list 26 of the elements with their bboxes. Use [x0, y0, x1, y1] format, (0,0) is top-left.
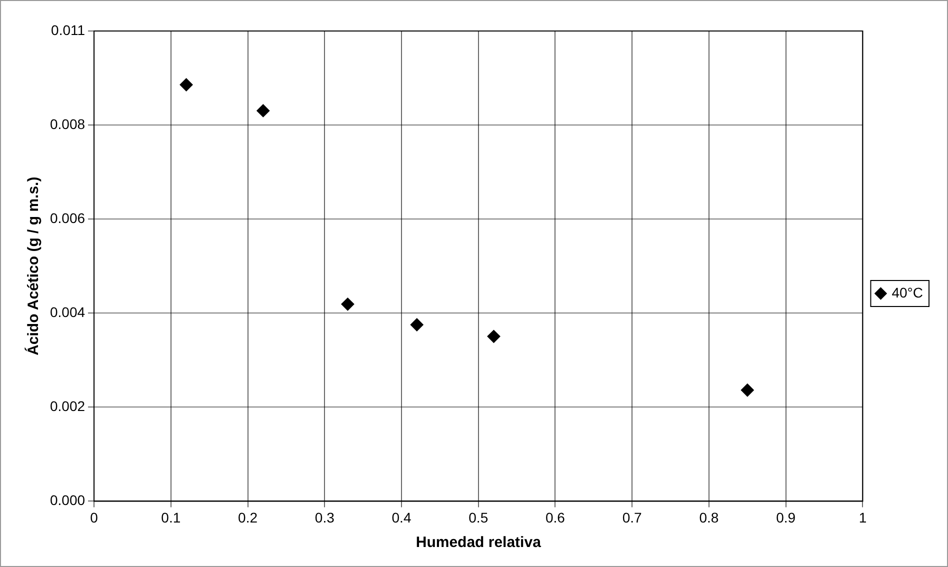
x-tick-label: 0.6 — [546, 509, 566, 526]
y-axis-title: Ácido Acético (g / g m.s.) — [24, 176, 42, 356]
point — [740, 384, 754, 397]
x-tick-label: 0.3 — [314, 509, 335, 526]
x-tick-label: 0 — [90, 509, 98, 526]
x-tick-label: 0.7 — [622, 509, 642, 526]
y-tick-label: 0.000 — [50, 492, 86, 508]
y-tick-label: 0.011 — [51, 22, 86, 38]
x-tick-label: 0.2 — [238, 509, 258, 526]
x-tick-label: 0.4 — [392, 509, 412, 526]
x-tick-label: 0.9 — [776, 509, 796, 526]
x-axis-title: Humedad relativa — [416, 534, 542, 552]
x-tick-label: 0.1 — [161, 509, 181, 526]
x-tick-label: 0.5 — [468, 509, 488, 526]
y-tick-label: 0.006 — [50, 210, 86, 226]
x-tick-label: 1 — [858, 509, 867, 526]
y-tick-label: 0.002 — [50, 398, 86, 414]
y-tick-label: 0.004 — [50, 304, 86, 320]
legend-label: 40°C — [892, 284, 923, 300]
y-tick-label: 0.008 — [50, 116, 86, 132]
x-tick-label: 0.8 — [699, 509, 719, 526]
point — [180, 78, 193, 92]
point — [487, 330, 500, 343]
point — [410, 318, 424, 332]
point — [341, 298, 354, 311]
point — [256, 104, 270, 118]
